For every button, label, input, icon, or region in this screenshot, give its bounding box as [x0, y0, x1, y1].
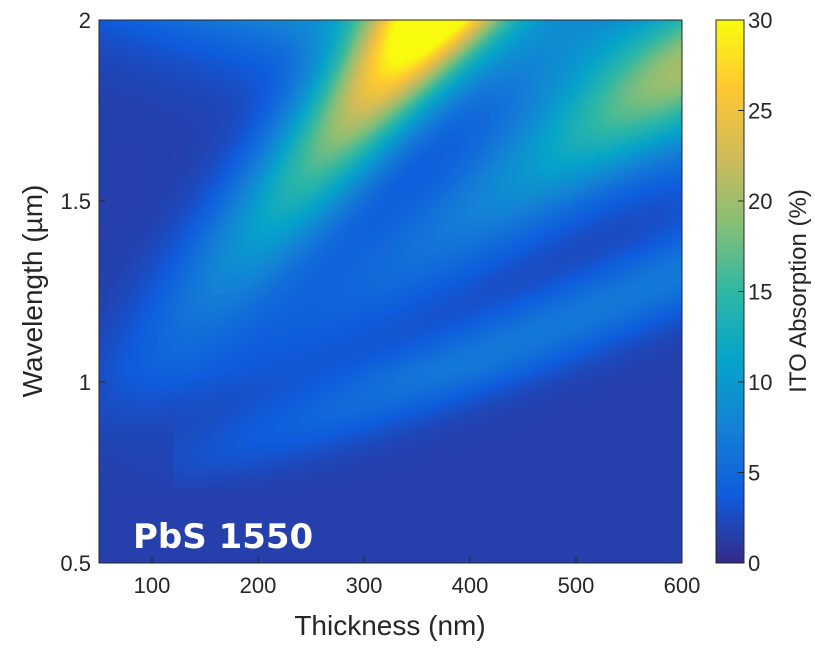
colorbar-tick-label: 25: [748, 99, 772, 124]
y-tick-label: 0.5: [60, 551, 91, 576]
y-tick-label: 2: [79, 8, 91, 33]
x-axis-label: Thickness (nm): [294, 610, 485, 641]
y-axis-label: Wavelength (µm): [17, 185, 48, 398]
colorbar-tick-label: 15: [748, 280, 772, 305]
x-axis-ticks: 100 200 300 400 500 600: [134, 557, 701, 598]
y-tick-label: 1.5: [60, 189, 91, 214]
colorbar-tick-label: 10: [748, 370, 772, 395]
x-tick-label: 200: [240, 573, 277, 598]
x-tick-label: 600: [664, 573, 701, 598]
colorbar-tick-label: 20: [748, 189, 772, 214]
heatmap-area: [99, 20, 682, 563]
colorbar-tick-label: 0: [748, 551, 760, 576]
colorbar-tick-label: 30: [748, 8, 772, 33]
y-tick-label: 1: [79, 370, 91, 395]
colorbar-tick-label: 5: [748, 461, 760, 486]
x-tick-label: 400: [452, 573, 489, 598]
annotation-label: PbS 1550: [133, 517, 313, 557]
plot-frame: [98, 19, 683, 564]
y-axis-ticks: 0.5 1 1.5 2: [60, 8, 105, 576]
x-tick-label: 300: [346, 573, 383, 598]
colorbar-ticks: 0 5 10 15 20 25 30: [738, 8, 772, 576]
colorbar-label: ITO Absorption (%): [785, 189, 812, 393]
heatmap-image: [99, 20, 682, 563]
x-tick-label: 100: [134, 573, 171, 598]
x-tick-label: 500: [558, 573, 595, 598]
